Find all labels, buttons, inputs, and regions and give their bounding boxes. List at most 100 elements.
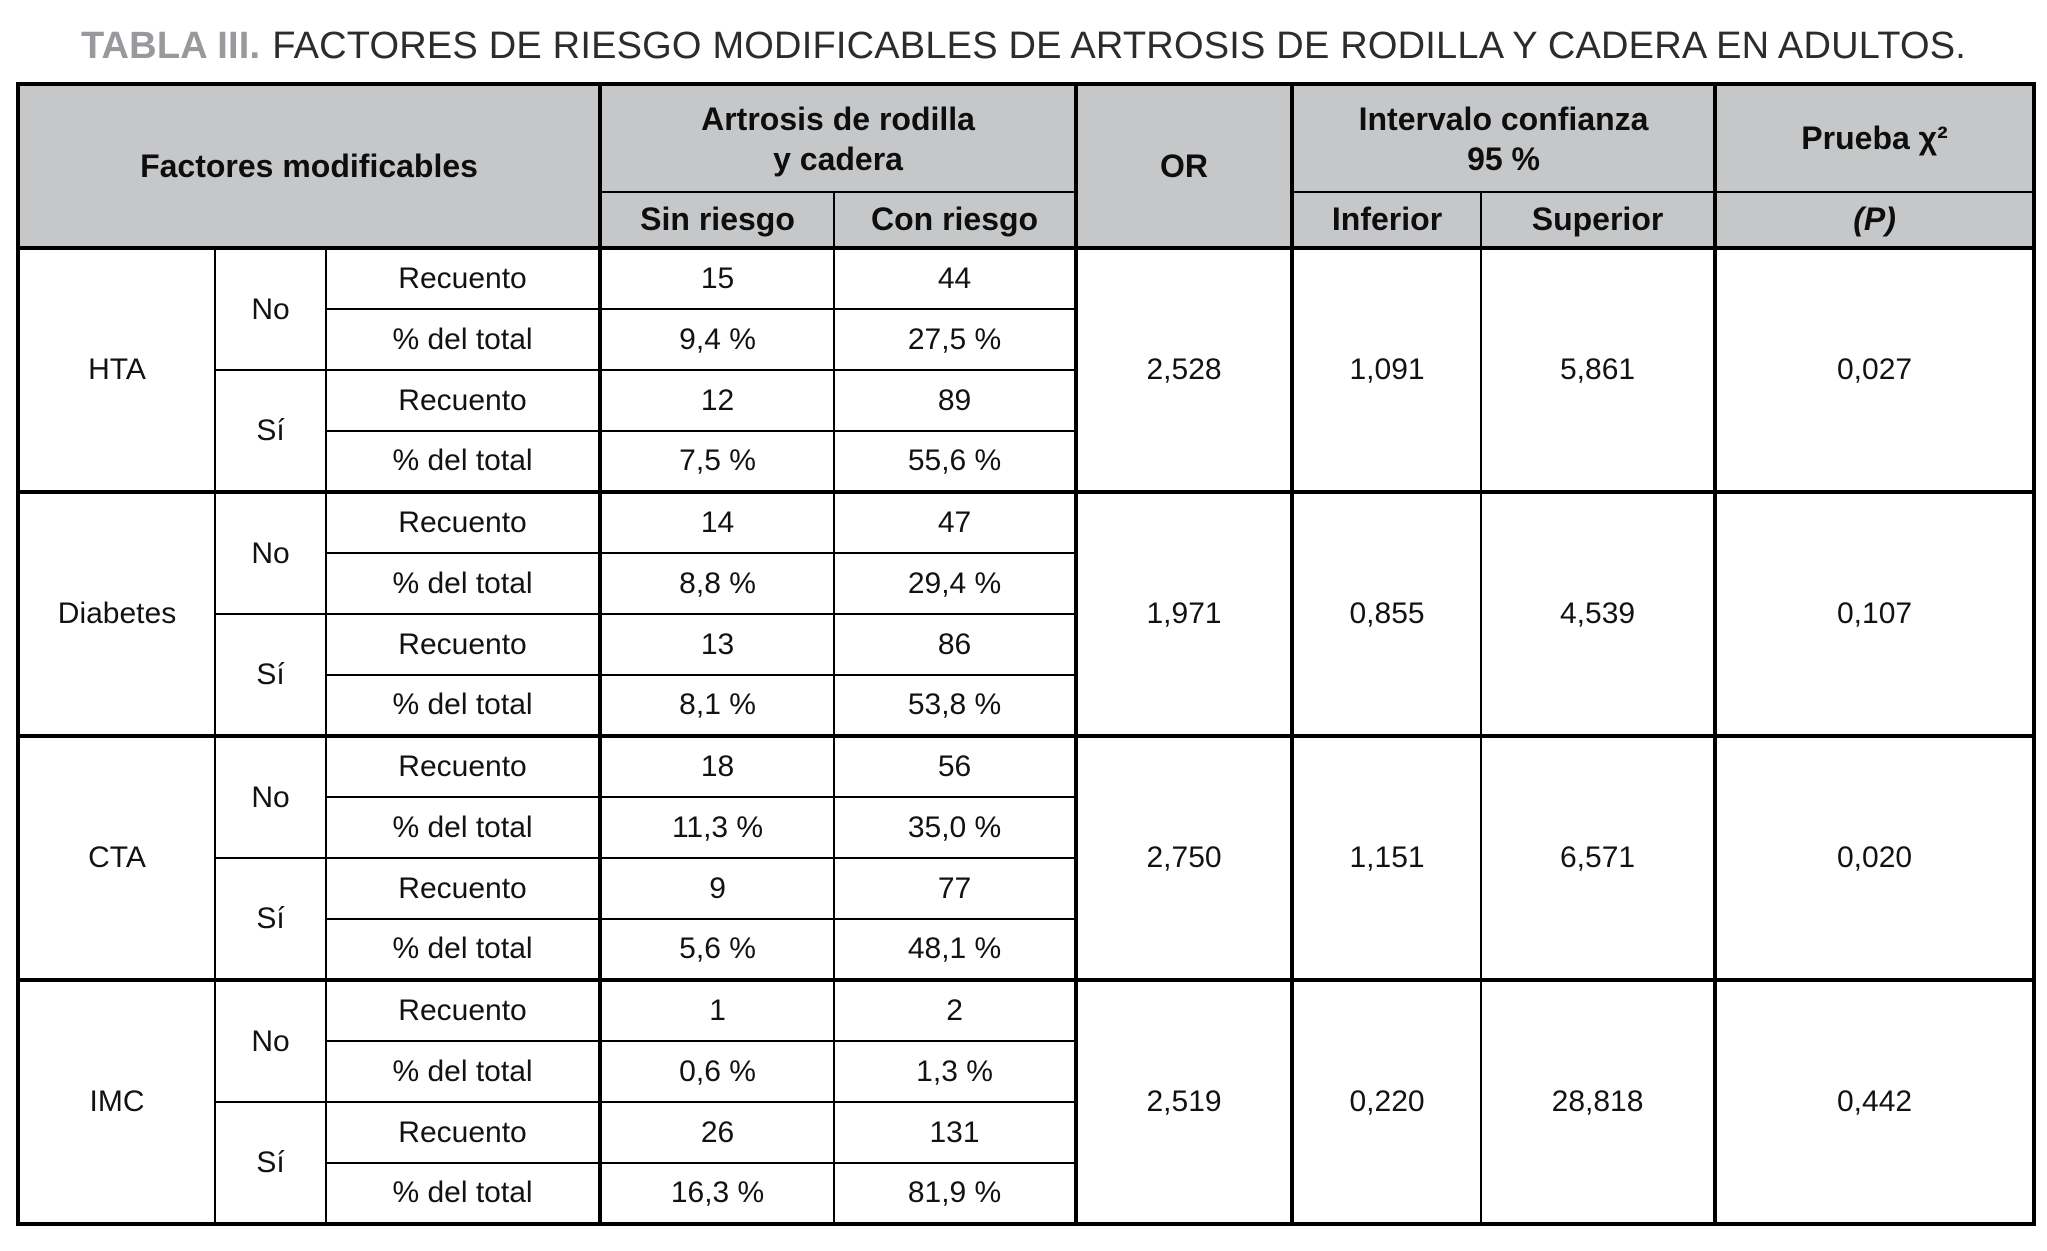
row-diabetes-si-recuento: Sí Recuento 13 86 (18, 613, 2034, 737)
factor-diabetes: Diabetes (17, 490, 216, 737)
cta-or: 2,750 (1074, 734, 1294, 981)
cta-no-recuento-sin-riesgo: 18 (598, 734, 836, 798)
diabetes-si-recuento-label: Recuento (324, 613, 602, 676)
imc-p-value: 0,442 (1713, 978, 2036, 1225)
hta-si-recuento-con-riesgo: 89 (833, 369, 1078, 432)
cta-si-recuento-label: Recuento (324, 857, 602, 920)
cta-no-recuento-con-riesgo: 56 (833, 734, 1078, 798)
table-title: TABLA III. FACTORES DE RIESGO MODIFICABLE… (0, 26, 2047, 66)
imc-si-recuento-sin-riesgo: 26 (598, 1101, 836, 1164)
factor-cta: CTA (17, 734, 216, 981)
imc-ci-superior: 28,818 (1480, 978, 1717, 1225)
row-diabetes-no-pct: % del total 8,8 % 29,4 % (18, 552, 2034, 615)
cta-ci-inferior: 1,151 (1290, 734, 1483, 981)
cta-si-recuento-con-riesgo: 77 (833, 857, 1078, 920)
diabetes-no-recuento-sin-riesgo: 14 (598, 490, 836, 554)
row-cta-si-pct: % del total 5,6 % 48,1 % (18, 918, 2034, 981)
imc-si-recuento-con-riesgo: 131 (833, 1101, 1078, 1164)
imc-no-recuento-label: Recuento (324, 978, 602, 1042)
diabetes-si-recuento-con-riesgo: 86 (833, 613, 1078, 676)
hta-no-pct-con-riesgo: 27,5 % (833, 308, 1078, 371)
col-header-intervalo-confianza: Intervalo confianza 95 % (1290, 83, 1717, 193)
row-imc-no-pct: % del total 0,6 % 1,3 % (18, 1040, 2034, 1103)
row-hta-si-pct: % del total 7,5 % 55,6 % (18, 430, 2034, 493)
diabetes-si-pct-sin-riesgo: 8,1 % (598, 674, 836, 737)
cta-si-label: Sí (214, 857, 327, 981)
cta-si-pct-sin-riesgo: 5,6 % (598, 918, 836, 981)
diabetes-no-pct-sin-riesgo: 8,8 % (598, 552, 836, 615)
diabetes-si-pct-label: % del total (324, 674, 602, 737)
cta-no-recuento-label: Recuento (324, 734, 602, 798)
diabetes-ci-superior: 4,539 (1480, 490, 1717, 737)
imc-no-pct-label: % del total (324, 1040, 602, 1103)
diabetes-si-recuento-sin-riesgo: 13 (598, 613, 836, 676)
diabetes-no-pct-con-riesgo: 29,4 % (833, 552, 1078, 615)
imc-no-label: No (214, 978, 327, 1103)
col-header-prueba-chi2: Prueba χ² (1713, 83, 2036, 193)
hta-si-pct-sin-riesgo: 7,5 % (598, 430, 836, 493)
hta-or: 2,528 (1074, 246, 1294, 493)
diabetes-si-label: Sí (214, 613, 327, 737)
hta-ci-inferior: 1,091 (1290, 246, 1483, 493)
header-row-groups: Factores modificables Artrosis de rodill… (16, 83, 2036, 249)
diabetes-si-pct-con-riesgo: 53,8 % (833, 674, 1078, 737)
table-title-tag: TABLA III. (80, 25, 261, 67)
cta-si-pct-con-riesgo: 48,1 % (833, 918, 1078, 981)
risk-factors-table: Factores modificables Artrosis de rodill… (16, 82, 2037, 1226)
row-cta-no-pct: % del total 11,3 % 35,0 % (18, 796, 2034, 859)
row-imc-si-pct: % del total 16,3 % 81,9 % (18, 1162, 2034, 1225)
diabetes-or: 1,971 (1074, 490, 1294, 737)
row-imc-no-recuento: IMC No Recuento 1 2 2,519 0,220 28,818 0… (17, 978, 2036, 1225)
imc-si-pct-sin-riesgo: 16,3 % (598, 1162, 836, 1225)
imc-or: 2,519 (1074, 978, 1294, 1225)
imc-si-pct-label: % del total (324, 1162, 602, 1225)
cta-no-pct-label: % del total (324, 796, 602, 859)
imc-si-label: Sí (214, 1101, 327, 1225)
imc-si-recuento-label: Recuento (324, 1101, 602, 1164)
factor-imc: IMC (17, 978, 216, 1225)
hta-si-pct-label: % del total (324, 430, 602, 493)
factor-hta: HTA (17, 246, 216, 493)
diabetes-ci-inferior: 0,855 (1290, 490, 1483, 737)
col-header-con-riesgo: Con riesgo (833, 191, 1078, 249)
col-header-superior: Superior (1480, 191, 1717, 249)
row-imc-si-recuento: Sí Recuento 26 131 (18, 1101, 2034, 1225)
imc-si-pct-con-riesgo: 81,9 % (833, 1162, 1078, 1225)
col-header-factores-modificables: Factores modificables (16, 83, 602, 249)
hta-si-recuento-sin-riesgo: 12 (598, 369, 836, 432)
col-header-inferior: Inferior (1290, 191, 1483, 249)
imc-no-pct-con-riesgo: 1,3 % (833, 1040, 1078, 1103)
cta-no-label: No (214, 734, 327, 859)
hta-p-value: 0,027 (1713, 246, 2036, 493)
hta-no-recuento-sin-riesgo: 15 (598, 246, 836, 310)
cta-no-pct-sin-riesgo: 11,3 % (598, 796, 836, 859)
imc-no-recuento-sin-riesgo: 1 (598, 978, 836, 1042)
col-header-or: OR (1074, 83, 1294, 249)
imc-no-pct-sin-riesgo: 0,6 % (598, 1040, 836, 1103)
cta-si-recuento-sin-riesgo: 9 (598, 857, 836, 920)
hta-no-recuento-label: Recuento (324, 246, 602, 310)
imc-ci-inferior: 0,220 (1290, 978, 1483, 1225)
hta-no-pct-sin-riesgo: 9,4 % (598, 308, 836, 371)
col-header-sin-riesgo: Sin riesgo (598, 191, 836, 249)
row-cta-si-recuento: Sí Recuento 9 77 (18, 857, 2034, 981)
cta-si-pct-label: % del total (324, 918, 602, 981)
cta-no-pct-con-riesgo: 35,0 % (833, 796, 1078, 859)
hta-no-recuento-con-riesgo: 44 (833, 246, 1078, 310)
row-diabetes-si-pct: % del total 8,1 % 53,8 % (18, 674, 2034, 737)
hta-no-label: No (214, 246, 327, 371)
row-diabetes-no-recuento: Diabetes No Recuento 14 47 1,971 0,855 4… (17, 490, 2036, 737)
col-header-p-value: (P) (1713, 191, 2036, 249)
cta-p-value: 0,020 (1713, 734, 2036, 981)
row-hta-no-recuento: HTA No Recuento 15 44 2,528 1,091 5,861 … (17, 246, 2036, 493)
diabetes-p-value: 0,107 (1713, 490, 2036, 737)
header-row-sub: Sin riesgo Con riesgo Inferior Superior … (18, 191, 2036, 249)
diabetes-no-recuento-con-riesgo: 47 (833, 490, 1078, 554)
diabetes-no-recuento-label: Recuento (324, 490, 602, 554)
hta-si-pct-con-riesgo: 55,6 % (833, 430, 1078, 493)
row-cta-no-recuento: CTA No Recuento 18 56 2,750 1,151 6,571 … (17, 734, 2036, 981)
row-hta-si-recuento: Sí Recuento 12 89 (18, 369, 2034, 493)
diabetes-no-label: No (214, 490, 327, 615)
hta-ci-superior: 5,861 (1480, 246, 1717, 493)
